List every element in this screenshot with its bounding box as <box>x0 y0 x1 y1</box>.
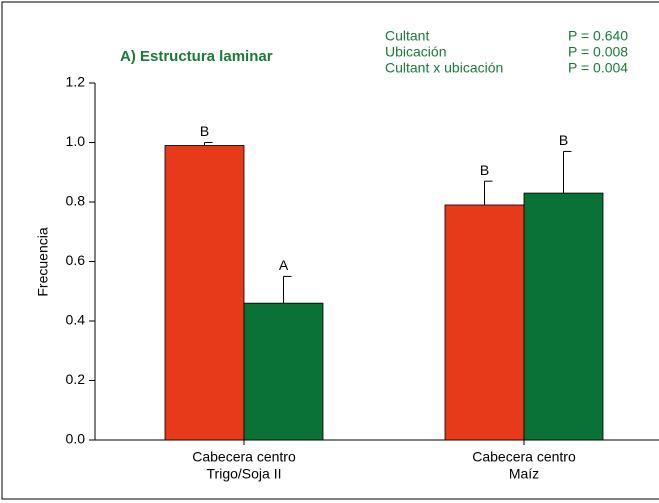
x-tick-label: Cabecera centro <box>472 449 576 465</box>
bar <box>444 204 525 441</box>
significance-letter: B <box>200 123 209 139</box>
stat-value: P = 0.008 <box>568 44 628 60</box>
stat-value: P = 0.640 <box>568 28 628 44</box>
bar <box>523 192 604 441</box>
y-tick-label: 0.6 <box>66 252 86 268</box>
x-tick-label: Cabecera centro <box>192 449 296 465</box>
stat-value: P = 0.004 <box>568 60 628 76</box>
bar <box>164 145 245 441</box>
stat-label: Cultant x ubicación <box>385 60 503 76</box>
significance-letter: B <box>480 162 489 178</box>
y-tick-label: 0.0 <box>66 431 86 447</box>
y-axis-label: Frecuencia <box>35 227 51 296</box>
x-tick-label: Maíz <box>509 466 539 482</box>
y-tick-label: 0.8 <box>66 193 86 209</box>
stat-label: Cultant <box>385 28 429 44</box>
y-tick-label: 1.2 <box>66 74 86 90</box>
x-tick-label: Trigo/Soja II <box>207 466 282 482</box>
bar <box>243 302 324 441</box>
significance-letter: B <box>559 132 568 148</box>
chart-title: A) Estructura laminar <box>120 48 273 65</box>
y-tick-label: 1.0 <box>66 133 86 149</box>
significance-letter: A <box>279 257 289 273</box>
stat-label: Ubicación <box>385 44 446 60</box>
y-tick-label: 0.4 <box>66 312 86 328</box>
y-tick-label: 0.2 <box>66 371 86 387</box>
